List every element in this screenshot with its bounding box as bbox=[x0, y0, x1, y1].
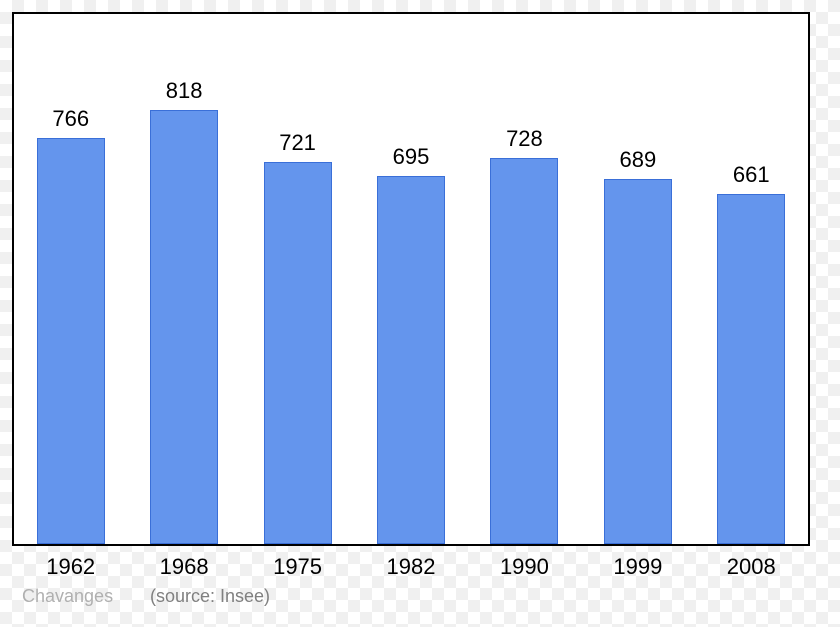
x-axis-label: 1975 bbox=[273, 554, 322, 580]
x-axis-label: 1968 bbox=[160, 554, 209, 580]
x-axis-label: 2008 bbox=[727, 554, 776, 580]
bar bbox=[490, 158, 558, 544]
chart-page: 766 818 721 695 728 689 661 1962 1968 1975 1982 19… bbox=[0, 0, 840, 627]
footer-location: Chavanges bbox=[22, 586, 113, 607]
bar-value-label: 661 bbox=[733, 162, 770, 188]
bar-value-label: 695 bbox=[393, 144, 430, 170]
bar bbox=[604, 179, 672, 544]
bar-value-label: 689 bbox=[619, 147, 656, 173]
bar bbox=[37, 138, 105, 544]
bar bbox=[717, 194, 785, 544]
footer-source: (source: Insee) bbox=[150, 586, 270, 607]
x-axis-label: 1982 bbox=[387, 554, 436, 580]
bar-value-label: 721 bbox=[279, 130, 316, 156]
bar bbox=[377, 176, 445, 544]
bar-value-label: 766 bbox=[52, 106, 89, 132]
x-axis-label: 1999 bbox=[613, 554, 662, 580]
bar bbox=[264, 162, 332, 544]
x-axis-label: 1990 bbox=[500, 554, 549, 580]
bar bbox=[150, 110, 218, 544]
x-axis-label: 1962 bbox=[46, 554, 95, 580]
bar-value-label: 818 bbox=[166, 78, 203, 104]
bar-value-label: 728 bbox=[506, 126, 543, 152]
